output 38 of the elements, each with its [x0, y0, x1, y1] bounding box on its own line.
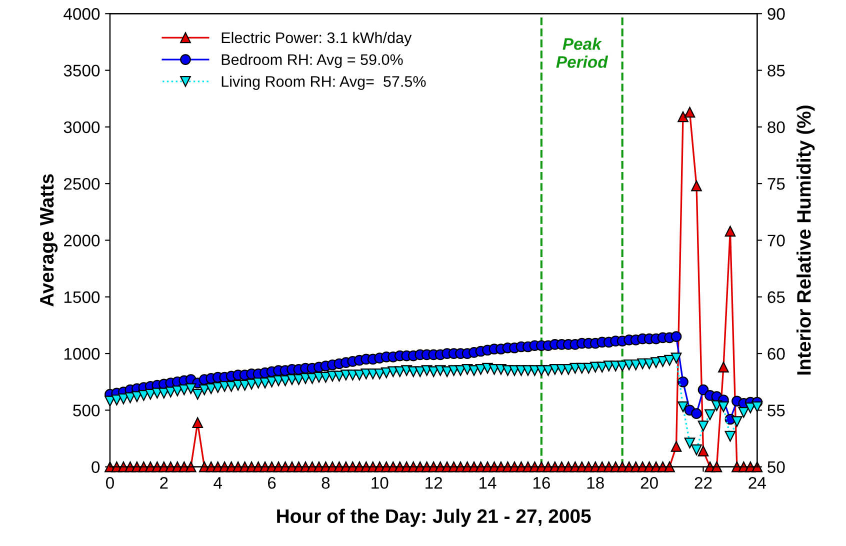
y2-tick-label: 80	[768, 121, 785, 134]
y-tick-label: 2500	[64, 178, 100, 190]
x-tick-label: 4	[214, 477, 222, 489]
y2-tick-label: 85	[768, 64, 785, 76]
y2-tick-label: 65	[768, 291, 785, 304]
y-tick-label: 3000	[64, 121, 100, 134]
legend-label: Bedroom RH: Avg = 59.0%	[222, 54, 403, 68]
x-tick-label: 0	[106, 476, 114, 489]
x-tick-label: 8	[322, 476, 330, 489]
x-tick-label: 14	[480, 477, 496, 489]
y-tick-label: 500	[73, 404, 100, 416]
x-tick-label: 16	[533, 476, 550, 489]
y2-tick-label: 70	[768, 234, 785, 246]
legend-label: Living Room RH: Avg= 57.5%	[222, 76, 426, 90]
x-tick-label: 24	[748, 476, 766, 489]
y-tick-label: 2000	[64, 234, 100, 246]
y2-tick-label: 75	[768, 178, 785, 190]
legend-label: Electric Power: 3.1 kWh/day	[222, 32, 412, 46]
y-tick-label: 1000	[64, 348, 100, 360]
y-axis-title: Average Watts	[40, 174, 58, 307]
x-tick-label: 6	[268, 476, 276, 489]
x-tick-label: 20	[640, 476, 658, 489]
x-tick-label: 22	[694, 476, 712, 489]
y2-tick-label: 50	[768, 461, 785, 474]
y-tick-label: 4000	[64, 8, 100, 20]
y-tick-label: 0	[92, 461, 100, 474]
y-tick-label: 1500	[64, 291, 100, 304]
y2-axis-title: Interior Relative Humidity (%)	[796, 106, 815, 375]
annotation: Peak Period	[556, 38, 608, 68]
y2-tick-label: 55	[768, 404, 785, 416]
x-axis-title: Hour of the Day: July 21 - 27, 2005	[277, 508, 591, 527]
x-tick-label: 2	[160, 476, 168, 489]
y2-tick-label: 90	[768, 8, 785, 20]
y2-tick-label: 60	[768, 348, 785, 360]
x-tick-label: 10	[372, 476, 388, 489]
y-tick-label: 3500	[64, 64, 100, 76]
x-tick-label: 12	[426, 476, 442, 489]
x-tick-label: 18	[587, 476, 604, 489]
